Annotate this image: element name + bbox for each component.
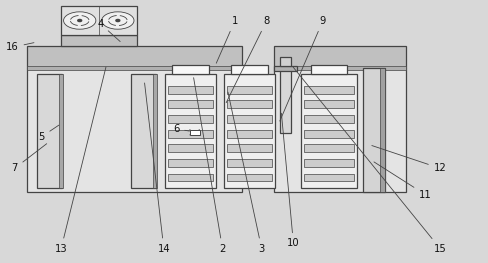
FancyBboxPatch shape: [303, 100, 353, 108]
Text: 5: 5: [38, 125, 59, 142]
FancyBboxPatch shape: [131, 74, 156, 188]
FancyBboxPatch shape: [224, 74, 275, 188]
FancyBboxPatch shape: [27, 66, 242, 70]
FancyBboxPatch shape: [303, 159, 353, 167]
FancyBboxPatch shape: [380, 68, 385, 192]
Text: 4: 4: [97, 19, 120, 42]
FancyBboxPatch shape: [37, 74, 62, 188]
FancyBboxPatch shape: [303, 130, 353, 138]
FancyBboxPatch shape: [226, 144, 272, 152]
FancyBboxPatch shape: [226, 159, 272, 167]
FancyBboxPatch shape: [273, 46, 405, 68]
FancyBboxPatch shape: [167, 115, 213, 123]
Text: 7: 7: [11, 144, 46, 173]
Text: 11: 11: [373, 162, 431, 200]
FancyBboxPatch shape: [27, 46, 242, 68]
Circle shape: [102, 12, 134, 29]
FancyBboxPatch shape: [167, 144, 213, 152]
Text: 10: 10: [281, 113, 299, 248]
FancyBboxPatch shape: [362, 68, 384, 192]
Circle shape: [116, 19, 120, 22]
FancyBboxPatch shape: [226, 174, 272, 181]
FancyBboxPatch shape: [167, 174, 213, 181]
FancyBboxPatch shape: [231, 65, 267, 74]
Text: 2: 2: [193, 78, 225, 254]
Text: 3: 3: [227, 92, 264, 254]
FancyBboxPatch shape: [27, 68, 242, 192]
Text: 12: 12: [371, 145, 446, 173]
FancyBboxPatch shape: [273, 66, 296, 71]
Text: 13: 13: [55, 67, 106, 254]
FancyBboxPatch shape: [226, 130, 272, 138]
FancyBboxPatch shape: [303, 115, 353, 123]
FancyBboxPatch shape: [303, 144, 353, 152]
FancyBboxPatch shape: [61, 35, 137, 46]
FancyBboxPatch shape: [226, 86, 272, 94]
FancyBboxPatch shape: [172, 65, 208, 74]
FancyBboxPatch shape: [167, 100, 213, 108]
FancyBboxPatch shape: [279, 57, 290, 66]
FancyBboxPatch shape: [303, 86, 353, 94]
FancyBboxPatch shape: [310, 65, 346, 74]
FancyBboxPatch shape: [164, 74, 216, 188]
FancyBboxPatch shape: [226, 100, 272, 108]
Text: 9: 9: [279, 16, 325, 121]
FancyBboxPatch shape: [59, 74, 62, 188]
FancyBboxPatch shape: [280, 70, 290, 133]
Circle shape: [78, 19, 81, 22]
Text: 15: 15: [292, 67, 446, 254]
FancyBboxPatch shape: [273, 68, 405, 192]
FancyBboxPatch shape: [226, 115, 272, 123]
FancyBboxPatch shape: [303, 174, 353, 181]
Text: 8: 8: [226, 16, 269, 103]
FancyBboxPatch shape: [189, 130, 199, 135]
Text: 14: 14: [144, 83, 170, 254]
FancyBboxPatch shape: [167, 86, 213, 94]
FancyBboxPatch shape: [300, 74, 356, 188]
FancyBboxPatch shape: [61, 6, 137, 35]
FancyBboxPatch shape: [273, 66, 405, 70]
Circle shape: [63, 12, 96, 29]
FancyBboxPatch shape: [167, 159, 213, 167]
Text: 6: 6: [172, 124, 189, 134]
Text: 1: 1: [216, 16, 238, 63]
FancyBboxPatch shape: [167, 130, 213, 138]
Text: 16: 16: [6, 42, 34, 52]
FancyBboxPatch shape: [153, 74, 157, 188]
